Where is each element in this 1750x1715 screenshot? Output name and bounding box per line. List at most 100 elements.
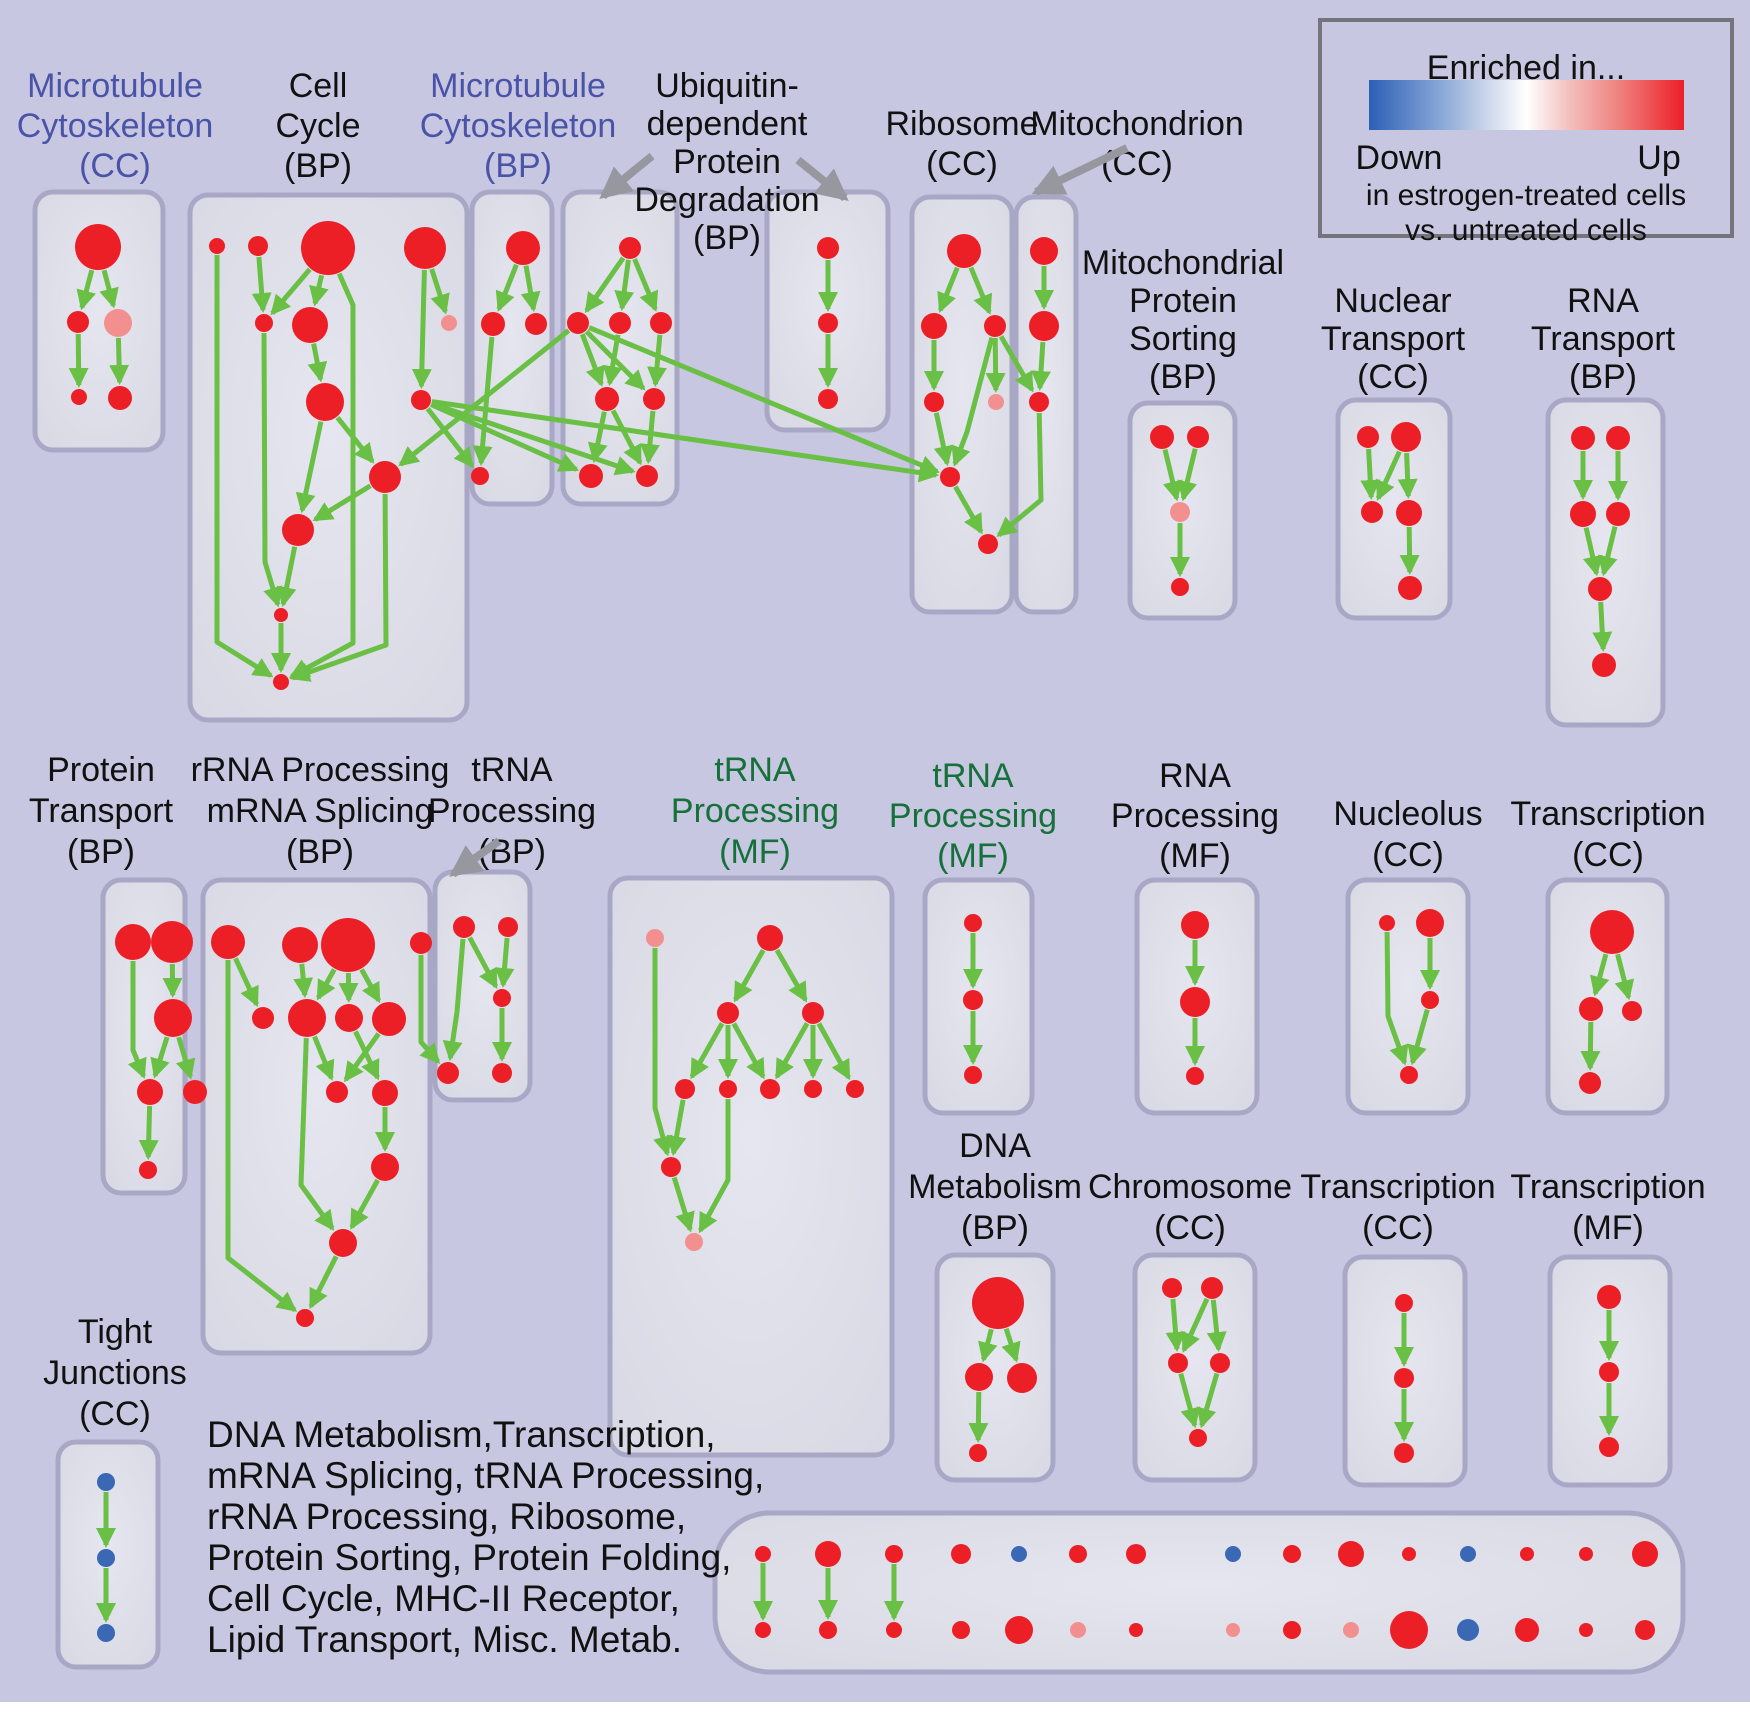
label-trna-processing-mf-small-line1: tRNA [932,757,1014,795]
node-strip-14-bottom [1635,1620,1655,1640]
node-strip-7-top [1225,1546,1241,1562]
node-strip-4-top [1011,1546,1027,1562]
edge-cc-n3-n13 [288,272,356,679]
node-mtbp-l [481,312,505,336]
box-mixed-terms-strip [712,1510,1686,1675]
edge-rrna-d1-e1 [349,1178,380,1230]
edge-ubl-rA-sB [584,329,646,391]
node-mps-A [1150,425,1174,449]
label-nuclear-transport-cc-line3: (CC) [1357,358,1429,396]
node-trnamf1-q5 [846,1080,864,1098]
edge-mtcc-a-c [99,269,119,309]
edge-rrna-e1-f1 [308,1255,339,1310]
edge-mps-A-C [1162,449,1183,502]
edge-rib-R1-R3 [968,266,993,315]
edge-mito-M2-M3 [1031,341,1051,391]
node-rib-R6 [940,467,960,487]
edge-rib-R3-R5 [985,337,1006,393]
node-strip-4-bottom [1005,1616,1033,1644]
label-rna-processing-mf-line3: (MF) [1159,837,1231,875]
node-strip-13-bottom [1579,1623,1593,1637]
legend-subtitle-line1: in estrogen-treated cells [1365,179,1687,212]
node-ubr-t [817,237,839,259]
node-ubr-b [818,389,838,409]
label-trna-processing-mf-small-line2: Processing [889,797,1057,835]
node-ubl-rB [609,312,631,334]
node-cc-n2 [248,236,268,256]
node-strip-12-bottom [1515,1618,1539,1642]
summary-line-3: rRNA Processing, Ribosome, [207,1496,687,1537]
edge-pt-p1-p4 [127,961,147,1079]
node-strip-6-bottom [1129,1623,1143,1637]
label-nucleolus-cc-line2: (CC) [1372,836,1444,874]
edge-nucl-C-D [1407,1008,1430,1066]
node-strip-3-bottom [952,1621,970,1639]
node-tcc1-B [1579,997,1603,1021]
label-mitochondrion-cc-line1: Mitochondrion [1030,105,1244,143]
summary-line-2: mRNA Splicing, tRNA Processing, [207,1455,765,1496]
label-chromosome-cc-line2: (CC) [1154,1209,1226,1247]
node-strip-13-top [1579,1547,1593,1561]
edge-cc-n5-n12 [261,332,283,608]
label-tight-junctions-cc-line2: Junctions [43,1354,187,1392]
edge-chrom-A-C [1165,1298,1186,1352]
bottom-margin [0,1702,1750,1715]
edge-mtcc-c-e [109,337,130,385]
edge-chrom-D-E [1196,1372,1220,1429]
label-ubiquitin-degradation-bp-left-line3: Protein [673,143,781,181]
edge-cross-ubl.rA-cc.n10 [398,328,571,467]
label-rrna-processing-mrna-splicing-bp-line1: rRNA Processing [191,751,450,789]
node-trnamf1-z [685,1233,703,1251]
node-nucl-D [1400,1066,1418,1084]
node-trnamf2-B [963,990,983,1010]
node-rrna-a2 [282,927,318,963]
label-chromosome-cc-line1: Chromosome [1088,1168,1292,1206]
edge-rrna-b2-c1 [312,1035,335,1081]
label-ubiquitin-degradation-bp-left-line5: (BP) [693,219,761,257]
label-trna-processing-mf-large-line3: (MF) [719,833,791,871]
node-ubl-t [619,237,641,259]
edge-cross-ubl.rA-rib.R6 [588,325,940,475]
label-tight-junctions-cc-line1: Tight [78,1313,153,1351]
node-cc-n12 [274,608,288,622]
box-transcription-cc-upper [1545,877,1670,1116]
edge-dnam-A-B [978,1328,998,1363]
edge-cross-cc.n9-ubl.bA [429,402,580,472]
label-tight-junctions-cc-line3: (CC) [79,1395,151,1433]
node-rnat-C [1570,501,1596,527]
node-mito-M3 [1029,392,1049,412]
node-chrom-A [1162,1278,1182,1298]
node-rnamf-A [1181,911,1209,939]
node-cc-n11 [282,514,314,546]
node-mtbp-rr [525,313,547,335]
node-rnat-E [1588,577,1612,601]
node-pt-p2 [151,921,193,963]
summary-line-5: Cell Cycle, MHC-II Receptor, [207,1578,680,1619]
node-trnabp-BR [492,1063,512,1083]
node-nucl-C [1421,991,1439,1009]
node-strip-11-top [1460,1546,1476,1562]
legend-box: Enriched in... Down Up in estrogen-treat… [1318,18,1734,247]
node-trnamf1-q2 [719,1080,737,1098]
node-tcc1-C [1622,1001,1642,1021]
edge-nucl-A-D [1384,931,1409,1066]
edge-trnabp-T2-M [494,937,515,988]
edge-rib-R4-R6 [933,412,954,467]
node-trnamf1-mr [802,1002,824,1024]
edge-cc-n10-n13 [289,493,389,682]
node-strip-7-bottom [1226,1623,1240,1637]
node-trnamf1-ml [717,1002,739,1024]
label-microtubule-cytoskeleton-bp-line2: Cytoskeleton [420,107,617,145]
node-rib-R7 [978,534,998,554]
node-strip-3-top [951,1544,971,1564]
node-pt-p6 [139,1161,157,1179]
node-chrom-E [1189,1429,1207,1447]
node-cc-n4 [404,227,446,269]
node-rnamf-B [1180,987,1210,1017]
edge-ubl-t-rB [614,259,635,312]
node-trnamf2-C [964,1066,982,1084]
edge-cross-cc.n9-mtbp.b [425,407,474,469]
node-trnamf1-top [757,925,783,951]
edge-nuct-D-E [1399,526,1420,575]
